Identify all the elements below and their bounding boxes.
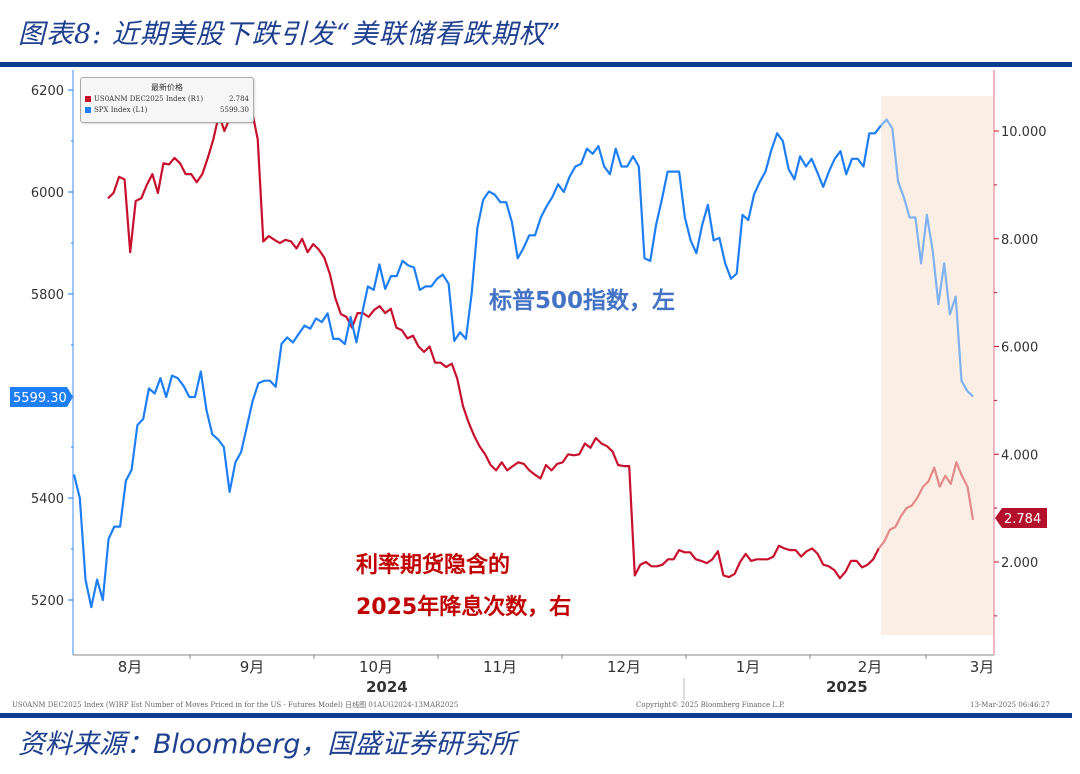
legend-title: 最新价格 [151,83,183,92]
right-tick-label: 4.000 [1001,448,1038,463]
left-axis-ticks: 5200 5400 5800 6000 6200 [31,84,73,609]
footnote-right: 13-Mar-2025 06:46:27 [970,701,1050,709]
spx-line-highlighted [880,118,974,398]
left-tick-label: 6200 [31,84,64,99]
right-badge-text: 2.784 [1004,512,1041,527]
legend-name: US0ANM DEC2025 Index (R1) [94,94,204,103]
chart-canvas: 5200 5400 5800 6000 6200 2.000 4.000 6.000 8.00… [10,70,1050,709]
left-tick-label: 5400 [31,492,64,507]
spx-annotation: 标普500指数，左 [489,287,675,314]
year-label-2025: 2025 [826,678,868,696]
x-tick-label: 12月 [607,658,641,676]
left-badge-text: 5599.30 [13,391,67,406]
left-last-value-badge: 5599.30 [10,387,73,407]
legend-item-rate: US0ANM DEC2025 Index (R1) 2.784 [81,93,253,104]
x-tick-label: 10月 [359,658,393,676]
rate-futures-line [107,110,880,580]
legend: 最新价格 US0ANM DEC2025 Index (R1) 2.784 SPX… [80,77,254,123]
source-bloomberg: Bloomberg [153,729,301,760]
right-tick-label: 10.000 [1001,125,1047,140]
right-last-value-badge: 2.784 [995,508,1047,528]
footnote-center: Copyright© 2025 Bloomberg Finance L.P. [636,701,785,709]
right-axis-ticks: 2.000 4.000 6.000 8.000 10.000 [994,125,1047,617]
source-note: 资料来源：Bloomberg，国盛证券研究所 [18,722,516,761]
legend-name: SPX Index (L1) [94,105,148,114]
left-tick-label: 5800 [31,288,64,303]
legend-item-spx: SPX Index (L1) 5599.30 [81,104,253,115]
rate-annotation-line2: 2025年降息次数，右 [356,594,571,620]
right-tick-label: 8.000 [1001,233,1038,248]
x-tick-label: 2月 [858,658,883,676]
x-tick-label: 11月 [483,658,517,676]
left-tick-label: 5200 [31,594,64,609]
footnote-left: US0ANM DEC2025 Index (WIRP Est Number of… [12,700,458,709]
legend-swatch-rate [85,95,91,102]
x-tick-label: 8月 [118,658,143,676]
legend-swatch-spx [85,106,91,113]
x-tick-label: 1月 [736,658,761,676]
source-rule [0,713,1072,718]
figure-title: 图表8: 近期美股下跌引发“美联储看跌期权” [18,19,562,50]
legend-value: 5599.30 [220,105,249,114]
x-tick-label: 3月 [970,658,995,676]
right-tick-label: 6.000 [1001,341,1038,356]
title-rule [0,62,1072,67]
legend-value: 2.784 [228,94,249,103]
spx-line [72,125,882,609]
left-tick-label: 6000 [31,186,64,201]
source-suffix: ，国盛证券研究所 [300,729,517,760]
year-label-2024: 2024 [366,678,408,696]
source-prefix: 资料来源： [18,729,153,760]
x-tick-label: 9月 [240,658,265,676]
x-axis-ticks: 8月 9月 10月 11月 12月 1月 2月 3月 [118,655,995,676]
right-tick-label: 2.000 [1001,556,1038,571]
rate-futures-line-highlighted [877,461,975,550]
rate-annotation-line1: 利率期货隐含的 [356,552,510,578]
